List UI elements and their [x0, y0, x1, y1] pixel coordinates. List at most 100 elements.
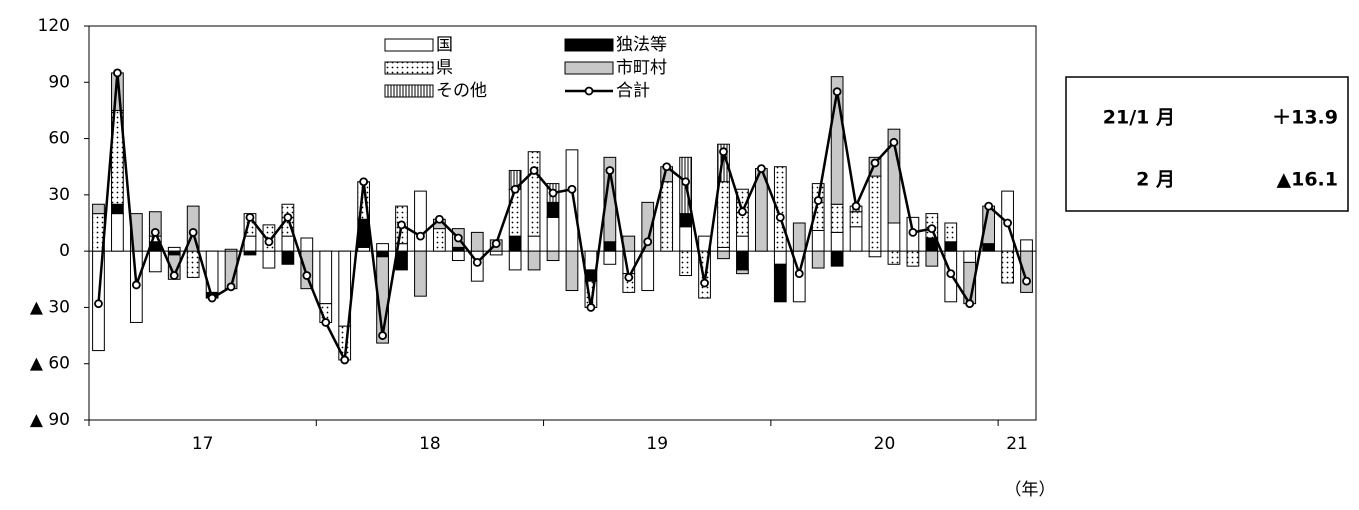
total-marker: [1022, 276, 1031, 286]
bar: [167, 246, 181, 252]
y-tick-label: ▲ 30: [30, 297, 70, 317]
total-marker: [169, 271, 179, 280]
bar: [527, 235, 541, 252]
bar: [736, 250, 749, 271]
total-marker: [1003, 218, 1012, 228]
summary-label: 21/1 月: [1103, 107, 1175, 129]
legend-swatch: [564, 61, 614, 75]
plot-frame: [88, 25, 1037, 421]
y-tick-label: ▲ 60: [30, 354, 70, 374]
bar: [773, 250, 787, 265]
total-marker: [472, 257, 482, 267]
bar: [717, 246, 730, 252]
bar: [167, 250, 181, 256]
total-marker: [832, 87, 842, 97]
bar: [811, 230, 825, 252]
bar: [925, 250, 939, 267]
bar: [376, 250, 389, 258]
total-marker: [264, 237, 274, 247]
bar: [319, 250, 333, 305]
total-marker: [775, 212, 785, 222]
total-marker: [586, 303, 596, 312]
bar: [660, 181, 674, 252]
total-marker: [681, 177, 691, 187]
total-marker: [529, 166, 539, 175]
total-marker: [889, 137, 899, 147]
y-tick-label: ▲ 90: [30, 410, 70, 430]
total-marker: [491, 239, 501, 249]
bar: [868, 175, 882, 252]
bar: [565, 149, 579, 252]
summary-value: ＋13.9: [1272, 107, 1338, 129]
summary-value: ▲16.1: [1277, 169, 1339, 191]
total-marker: [340, 355, 350, 365]
total-marker: [851, 201, 861, 211]
bar: [641, 250, 655, 292]
total-marker: [94, 299, 103, 309]
total-marker: [756, 164, 766, 173]
bar: [243, 250, 257, 256]
bar: [546, 201, 560, 218]
x-axis-label: （年）: [1005, 480, 1056, 500]
bar: [451, 250, 465, 262]
total-marker: [397, 220, 406, 230]
bar: [1001, 250, 1014, 284]
total-marker: [226, 282, 236, 292]
total-marker: [965, 299, 975, 309]
total-marker: [359, 177, 369, 187]
total-marker: [643, 237, 653, 247]
summary-box: [1065, 76, 1349, 212]
legend-label: 合計: [616, 81, 650, 101]
legend-swatch: [384, 61, 434, 75]
bar: [887, 222, 901, 252]
legend-marker: [584, 86, 594, 96]
bar: [963, 250, 977, 263]
total-marker: [245, 212, 255, 222]
bar: [679, 250, 692, 277]
total-marker: [605, 166, 615, 175]
bar: [451, 246, 465, 252]
bar: [414, 190, 427, 252]
total-marker: [548, 188, 558, 198]
bar: [527, 250, 541, 271]
bar: [111, 213, 124, 252]
legend-label: 独法等: [616, 35, 667, 55]
bar: [679, 226, 692, 252]
total-marker: [946, 269, 956, 279]
bar: [243, 235, 257, 252]
bar: [830, 203, 844, 233]
y-tick-label: 90: [48, 72, 70, 92]
total-marker: [662, 162, 672, 172]
bar: [111, 203, 124, 215]
bar: [641, 201, 655, 252]
bar: [811, 250, 825, 269]
x-group-label: 17: [192, 434, 214, 454]
x-group-label: 18: [419, 434, 441, 454]
y-tick-label: 60: [48, 129, 70, 149]
total-marker: [908, 227, 918, 237]
bar: [300, 250, 314, 290]
total-marker: [719, 147, 728, 157]
total-marker: [510, 184, 520, 194]
bar: [944, 222, 958, 243]
bar: [830, 231, 844, 252]
bar: [944, 241, 958, 252]
bar: [736, 235, 749, 252]
bar: [489, 250, 503, 256]
total-marker: [321, 318, 331, 327]
legend-label: その他: [436, 81, 487, 101]
legend-label: 県: [436, 58, 453, 78]
summary-label: 2 月: [1136, 169, 1175, 191]
total-marker: [624, 273, 634, 282]
total-marker: [813, 196, 823, 205]
bar: [1020, 239, 1033, 252]
bar: [717, 250, 730, 260]
legend-swatch: [564, 38, 614, 52]
total-marker: [302, 271, 312, 280]
legend-swatch: [384, 84, 434, 98]
total-marker: [283, 212, 293, 222]
total-marker: [416, 231, 425, 241]
total-marker: [453, 233, 463, 243]
bar: [148, 250, 162, 273]
